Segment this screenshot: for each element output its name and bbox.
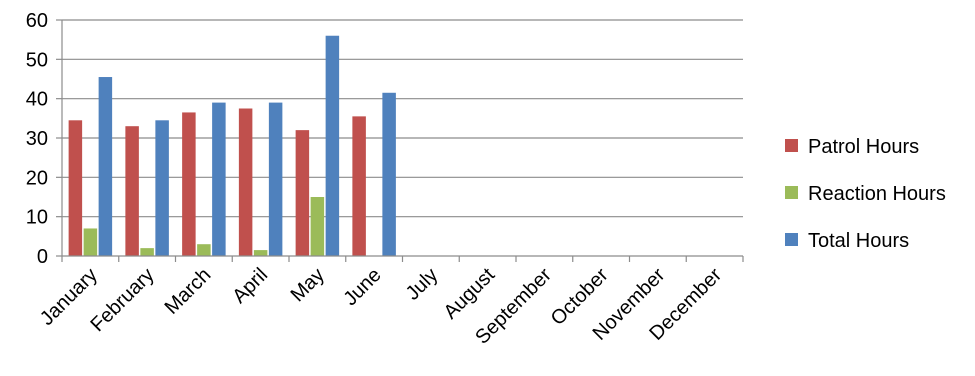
bar [253,250,268,256]
bar [68,120,83,256]
x-tick-label: July [402,264,443,305]
legend-label: Reaction Hours [808,183,946,205]
legend-label: Total Hours [808,230,909,252]
y-tick-label: 40 [26,89,48,111]
bar [98,77,113,257]
gridlines [62,19,743,218]
bar [268,102,283,256]
bar [325,35,340,256]
legend-label: Patrol Hours [808,136,919,158]
x-tick-label: February [87,264,159,336]
x-tick-label: March [161,264,216,319]
y-tick-label: 30 [26,128,48,150]
bar [295,130,310,256]
bar [212,102,226,256]
legend-swatch [785,233,798,246]
bar [182,112,196,256]
x-tick-label: May [287,264,329,306]
x-tick-label: June [339,264,385,310]
bar [155,120,169,256]
bar [197,244,211,256]
x-tick-label: April [228,264,272,308]
legend: Patrol Hours Reaction Hours Total Hours [785,136,946,252]
y-tick-label: 20 [26,167,48,189]
bar [382,92,396,257]
y-tick-label: 10 [26,207,48,229]
bars [68,35,396,257]
y-tick-label: 0 [37,246,48,268]
bar [125,126,139,256]
legend-swatch [785,139,798,152]
bar [352,116,366,256]
legend-swatch [785,186,798,199]
bar [310,197,325,256]
bar [140,248,154,256]
y-tick-label: 50 [26,49,48,71]
y-tick-label: 60 [26,10,48,32]
bar [83,228,98,256]
bar [238,108,253,256]
